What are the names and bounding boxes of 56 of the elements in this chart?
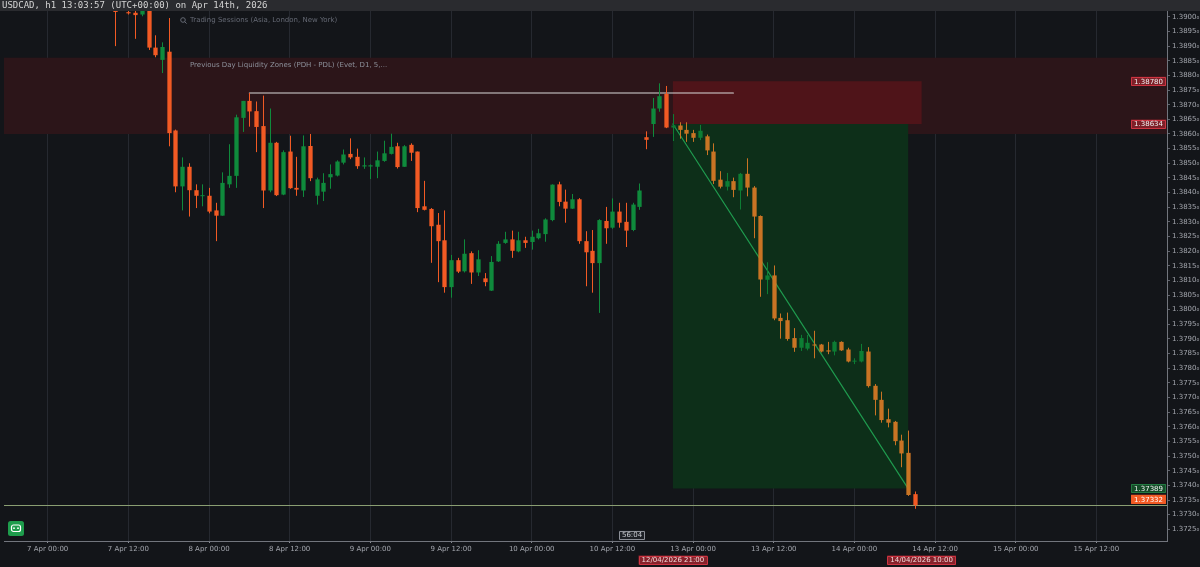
candlestick <box>382 140 387 163</box>
candlestick <box>113 10 118 47</box>
candlestick <box>604 206 609 245</box>
candlestick <box>657 82 662 113</box>
candlestick <box>422 180 427 211</box>
candlestick <box>133 10 138 40</box>
candlestick <box>778 312 783 340</box>
candlestick <box>469 250 474 285</box>
candlestick <box>496 240 501 263</box>
candlestick <box>557 181 562 207</box>
candlestick <box>348 137 353 160</box>
candlestick <box>200 183 205 207</box>
candlestick <box>879 391 884 424</box>
candlestick <box>254 100 259 153</box>
candlestick <box>328 163 333 190</box>
candlestick <box>705 134 710 156</box>
candlestick <box>241 100 246 133</box>
candlestick <box>194 183 199 209</box>
chart-title: USDCAD, h1 13:03:57 (UTC+00:00) on Apr 14th, 2026 <box>0 0 1200 11</box>
candlestick <box>738 172 743 211</box>
candlestick <box>651 97 656 138</box>
candlestick <box>375 151 380 179</box>
candlestick <box>462 238 467 273</box>
candlestick <box>785 312 790 342</box>
candlestick <box>187 162 192 218</box>
candlestick <box>812 330 817 359</box>
candlestick <box>792 327 797 353</box>
candlestick <box>745 157 750 197</box>
candlestick <box>563 189 568 224</box>
candlestick <box>765 261 770 295</box>
candlestick <box>153 34 158 58</box>
candlestick <box>510 230 515 259</box>
candlestick <box>873 383 878 416</box>
candlestick <box>227 143 232 189</box>
candlestick <box>899 434 904 468</box>
candlestick <box>214 202 219 242</box>
candlestick <box>395 142 400 170</box>
candlestick <box>247 92 252 128</box>
candlestick <box>402 144 407 168</box>
candlestick <box>476 249 481 277</box>
candlestick <box>294 156 299 197</box>
candlestick <box>893 420 898 446</box>
candlestick <box>355 148 360 170</box>
candlestick <box>886 408 891 428</box>
candlestick <box>543 217 548 243</box>
candlestick <box>180 156 185 211</box>
candlestick <box>207 187 212 214</box>
candlestick <box>610 197 615 230</box>
candlestick <box>731 177 736 198</box>
candlestick <box>516 231 521 253</box>
candlestick <box>617 202 622 229</box>
candlestick <box>624 202 629 248</box>
candlestick <box>160 41 165 74</box>
candlestick <box>684 121 689 143</box>
candlestick <box>429 207 434 264</box>
candlestick <box>671 113 676 142</box>
